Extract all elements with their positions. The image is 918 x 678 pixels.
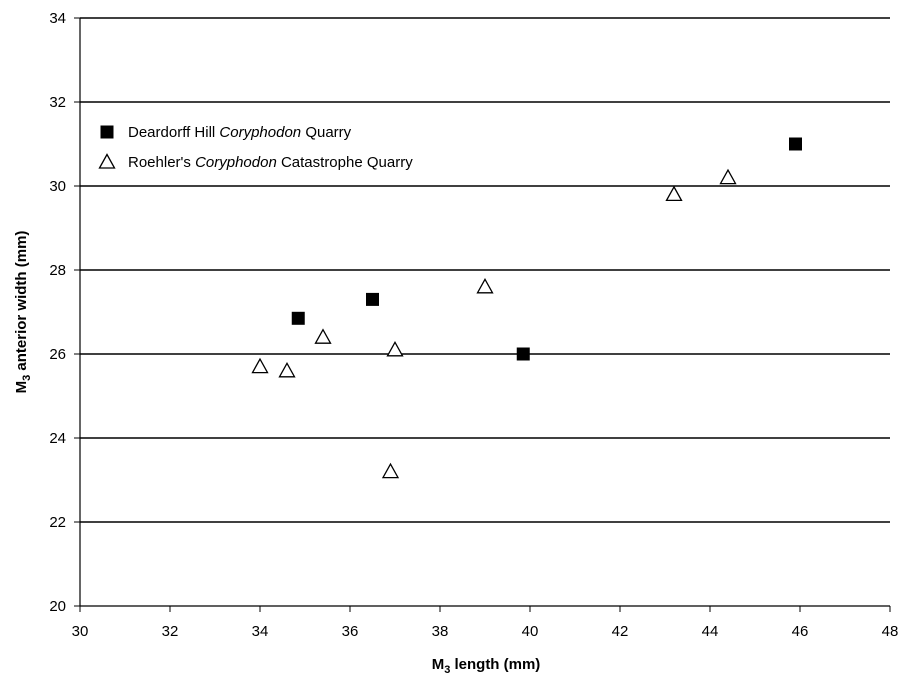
deardorff-point (789, 137, 802, 151)
y-tick-label: 30 (49, 178, 66, 195)
y-tick-label: 28 (49, 262, 66, 279)
x-axis-ticks: 30 32 34 36 38 40 42 44 46 48 (72, 606, 899, 640)
roehler-point (314, 328, 332, 344)
data-points (251, 137, 802, 479)
x-axis-title: M3 length (mm) (432, 656, 541, 676)
x-tick-label: 40 (522, 623, 539, 640)
y-tick-label: 34 (49, 10, 66, 27)
y-tick-label: 22 (49, 514, 66, 531)
roehler-point (665, 185, 683, 202)
roehler-point (386, 340, 404, 357)
x-tick-label: 46 (792, 623, 809, 640)
x-tick-label: 30 (72, 623, 89, 640)
roehler-point (381, 462, 400, 479)
deardorff-point (291, 311, 305, 325)
roehler-point (278, 361, 296, 378)
x-tick-label: 44 (702, 623, 719, 640)
y-tick-label: 20 (49, 598, 66, 615)
legend-label: Deardorff Hill Coryphodon Quarry (128, 124, 352, 141)
x-tick-label: 42 (612, 623, 629, 640)
y-tick-label: 24 (49, 430, 66, 447)
x-tick-label: 34 (252, 623, 269, 640)
roehler-point (719, 168, 737, 185)
legend: Deardorff Hill Coryphodon Quarry Roehler'… (98, 124, 413, 171)
y-axis-ticks: 20 22 24 26 28 30 32 34 (49, 10, 80, 615)
y-tick-label: 26 (49, 346, 66, 363)
roehler-point (251, 357, 269, 374)
legend-marker (100, 125, 114, 139)
axes (79, 18, 890, 607)
deardorff-point (366, 292, 379, 306)
roehler-point (476, 277, 494, 294)
x-tick-label: 32 (162, 623, 179, 640)
gridlines (80, 17, 890, 523)
legend-label: Roehler's Coryphodon Catastrophe Quarry (128, 154, 413, 171)
deardorff-point (516, 347, 530, 361)
legend-marker (98, 153, 116, 169)
x-tick-label: 36 (342, 623, 359, 640)
y-axis-title: M3 anterior width (mm) (13, 231, 33, 394)
y-tick-label: 32 (49, 94, 66, 111)
x-tick-label: 38 (432, 623, 449, 640)
x-tick-label: 48 (882, 623, 899, 640)
